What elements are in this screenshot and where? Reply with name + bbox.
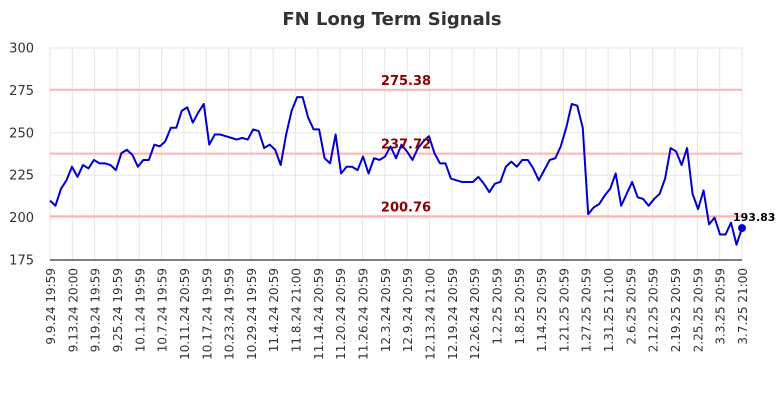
x-tick-label: 1.14.25 20:59: [535, 268, 549, 352]
x-tick-label: 9.25.24 19:59: [111, 268, 125, 352]
y-tick-label: 250: [9, 126, 34, 141]
x-tick-label: 2.19.25 20:59: [669, 268, 683, 352]
x-tick-label: 12.26.24 20:59: [468, 268, 482, 360]
x-tick-label: 12.19.24 20:59: [446, 268, 460, 360]
x-tick-label: 12.9.24 20:59: [401, 268, 415, 352]
x-tick-label: 1.2.25 20:59: [490, 268, 504, 345]
x-tick-label: 10.29.24 19:59: [245, 268, 259, 360]
x-tick-label: 2.12.25 20:59: [647, 268, 661, 352]
x-tick-label: 1.21.25 20:59: [557, 268, 571, 352]
x-tick-label: 11.20.24 20:59: [334, 268, 348, 360]
x-tick-label: 10.11.24 20:59: [178, 268, 192, 360]
last-point-marker: [738, 224, 746, 233]
chart-title: FN Long Term Signals: [282, 9, 501, 30]
x-tick-label: 9.9.24 19:59: [44, 268, 58, 345]
last-value-label: 193.83: [733, 211, 775, 224]
x-tick-label: 1.27.25 20:59: [580, 268, 594, 352]
x-tick-label: 1.31.25 21:00: [602, 268, 616, 352]
y-tick-label: 175: [9, 254, 34, 269]
signal-label: 275.38: [381, 74, 431, 89]
x-tick-label: 2.6.25 20:59: [624, 268, 638, 345]
y-tick-label: 225: [9, 169, 34, 184]
x-tick-label: 11.26.24 20:59: [357, 268, 371, 360]
x-tick-label: 10.17.24 19:59: [200, 268, 214, 360]
labels: 275.38 237.72 200.76 193.83: [381, 74, 776, 224]
y-tick-label: 200: [9, 211, 34, 226]
x-tick-label: 11.4.24 20:59: [267, 268, 281, 352]
signal-label: 200.76: [381, 200, 431, 215]
x-tick-label: 12.13.24 21:00: [423, 268, 437, 360]
x-tick-label: 11.8.24 21:00: [290, 268, 304, 352]
series-layer: [49, 96, 746, 246]
x-tick-label: 10.1.24 19:59: [133, 268, 147, 352]
x-tick-label: 3.7.25 21:00: [736, 268, 750, 345]
y-tick-label: 300: [9, 42, 34, 57]
y-tick-label: 275: [9, 84, 34, 99]
x-tick-label: 9.13.24 20:00: [66, 268, 80, 352]
x-tick-label: 2.25.25 20:59: [691, 268, 705, 352]
x-tick-label: 9.19.24 19:59: [89, 268, 103, 352]
axes: 175 200 225 250 275 300 9.9.24 19:59 9.13.24 20…: [9, 42, 750, 360]
price-series-line: [49, 96, 743, 246]
x-tick-label: 11.14.24 20:59: [312, 268, 326, 360]
signal-label: 237.72: [381, 138, 431, 153]
signal-lines: [50, 88, 742, 218]
x-tick-label: 3.3.25 20:59: [714, 268, 728, 345]
x-tick-label: 1.8.25 20:59: [513, 268, 527, 345]
x-tick-label: 10.23.24 19:59: [223, 268, 237, 360]
x-tick-label: 12.3.24 20:59: [379, 268, 393, 352]
x-tick-label: 10.7.24 19:59: [156, 268, 170, 352]
